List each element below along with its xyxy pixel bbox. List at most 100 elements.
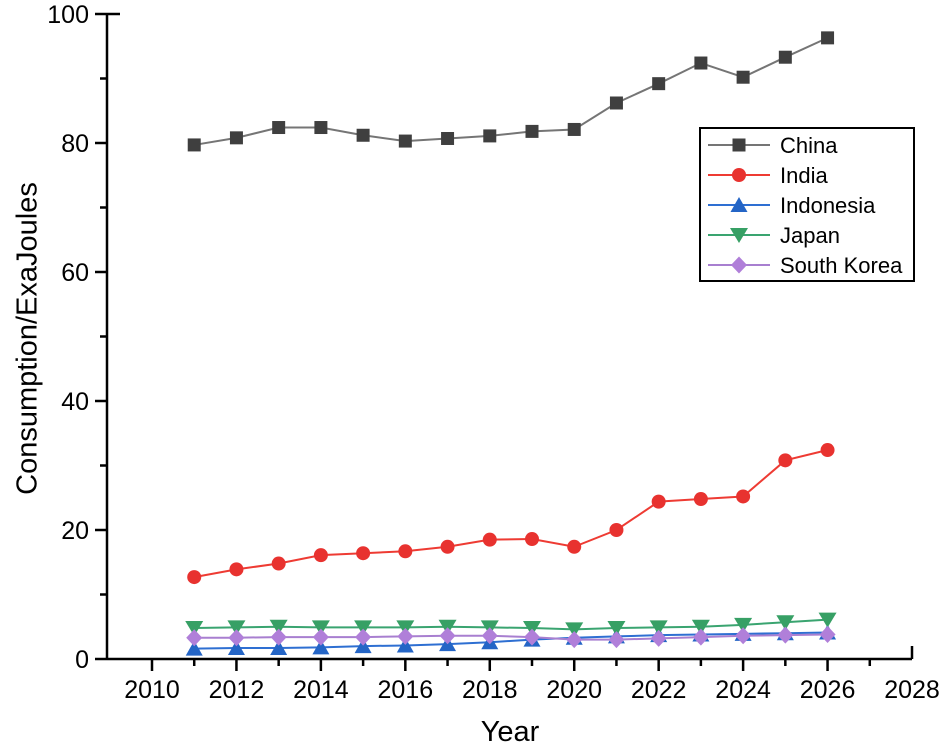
legend-marker-diamond-icon <box>731 256 747 274</box>
data-point-india <box>482 532 497 547</box>
data-point-japan <box>438 619 457 635</box>
data-point-japan <box>565 622 584 638</box>
data-point-south-korea <box>355 628 372 646</box>
data-point-china <box>272 121 286 135</box>
data-point-japan <box>691 619 710 635</box>
x-tick-label: 2012 <box>209 676 265 704</box>
legend-label: China <box>780 133 838 158</box>
data-point-south-korea <box>819 625 836 643</box>
data-point-south-korea <box>777 626 794 644</box>
data-point-india <box>567 539 582 554</box>
data-point-south-korea <box>566 631 583 649</box>
data-point-south-korea <box>650 629 667 647</box>
y-tick-label: 20 <box>61 517 89 545</box>
data-point-india <box>187 570 202 585</box>
x-tick-label: 2024 <box>715 676 771 704</box>
data-point-japan <box>818 612 837 628</box>
legend-label: South Korea <box>780 253 903 278</box>
legend-label: India <box>780 163 828 188</box>
data-point-india <box>525 532 539 547</box>
data-point-china <box>694 56 708 70</box>
data-point-japan <box>649 620 668 636</box>
data-point-china <box>398 134 412 148</box>
data-point-india <box>778 453 793 468</box>
series-line-india <box>194 449 828 579</box>
data-point-indonesia <box>354 638 372 654</box>
data-point-india <box>271 556 286 571</box>
x-tick-label: 2028 <box>884 676 940 704</box>
data-point-china <box>609 96 623 110</box>
data-point-indonesia <box>270 640 288 656</box>
series-line-south-korea <box>194 633 828 641</box>
y-tick-label: 80 <box>61 130 89 158</box>
data-point-japan <box>227 620 246 636</box>
y-tick-label: 0 <box>75 646 89 674</box>
data-point-south-korea <box>608 631 625 649</box>
data-point-china <box>778 50 792 64</box>
series-line-japan <box>194 618 828 631</box>
legend-label: Indonesia <box>780 193 876 218</box>
x-tick-label: 2020 <box>546 676 602 704</box>
data-point-india <box>398 544 413 559</box>
data-point-indonesia <box>396 637 414 653</box>
legend-marker-circle-icon <box>732 168 746 182</box>
data-point-china <box>525 124 539 138</box>
data-point-india <box>313 548 328 563</box>
data-point-china <box>483 129 497 143</box>
y-tick-label: 60 <box>61 259 89 287</box>
data-point-china <box>736 70 750 84</box>
data-point-japan <box>734 617 753 633</box>
legend-label: Japan <box>780 223 840 248</box>
data-point-south-korea <box>735 627 752 645</box>
data-point-china <box>229 131 243 145</box>
data-point-japan <box>776 615 795 631</box>
data-point-china <box>441 131 455 145</box>
data-point-china <box>652 77 666 91</box>
data-point-china <box>821 31 835 45</box>
data-point-indonesia <box>185 640 203 656</box>
data-point-india <box>651 494 666 509</box>
x-tick-label: 2010 <box>124 676 180 704</box>
data-point-south-korea <box>228 629 245 647</box>
series-line-china <box>194 36 828 146</box>
data-point-india <box>609 523 624 537</box>
data-point-south-korea <box>524 628 540 646</box>
data-point-india <box>440 539 455 554</box>
legend-marker-square-icon <box>732 138 746 152</box>
legend-marker-triangle-down-icon <box>730 228 748 243</box>
data-point-india <box>356 546 371 561</box>
data-point-indonesia <box>227 640 245 656</box>
y-axis-title: Consumption/ExaJoules <box>11 182 44 495</box>
x-tick-label: 2016 <box>378 676 434 704</box>
data-point-south-korea <box>270 628 287 646</box>
data-point-indonesia <box>312 639 330 655</box>
data-point-china <box>567 122 581 136</box>
data-point-china <box>314 121 328 135</box>
data-point-china <box>356 128 370 142</box>
data-point-japan <box>523 621 541 637</box>
data-point-japan <box>396 620 415 636</box>
data-point-south-korea <box>439 627 456 645</box>
data-point-japan <box>354 620 373 636</box>
x-tick-label: 2026 <box>800 676 856 704</box>
series-line-indonesia <box>194 631 828 650</box>
data-point-south-korea <box>312 628 329 646</box>
x-tick-label: 2022 <box>631 676 687 704</box>
legend-marker-triangle-up-icon <box>730 197 748 212</box>
x-axis-title: Year <box>480 716 540 748</box>
data-point-japan <box>185 621 204 637</box>
data-point-south-korea <box>186 629 203 647</box>
data-point-india <box>693 492 708 507</box>
data-point-japan <box>311 620 330 636</box>
data-point-south-korea <box>397 627 414 645</box>
data-point-japan <box>269 619 288 635</box>
data-point-china <box>187 138 201 152</box>
y-tick-label: 40 <box>61 388 89 416</box>
x-tick-label: 2018 <box>462 676 518 704</box>
x-tick-label: 2014 <box>293 676 349 704</box>
y-tick-label: 100 <box>47 1 89 29</box>
data-point-south-korea <box>481 627 498 645</box>
data-point-south-korea <box>692 628 709 646</box>
data-point-india <box>229 562 244 577</box>
